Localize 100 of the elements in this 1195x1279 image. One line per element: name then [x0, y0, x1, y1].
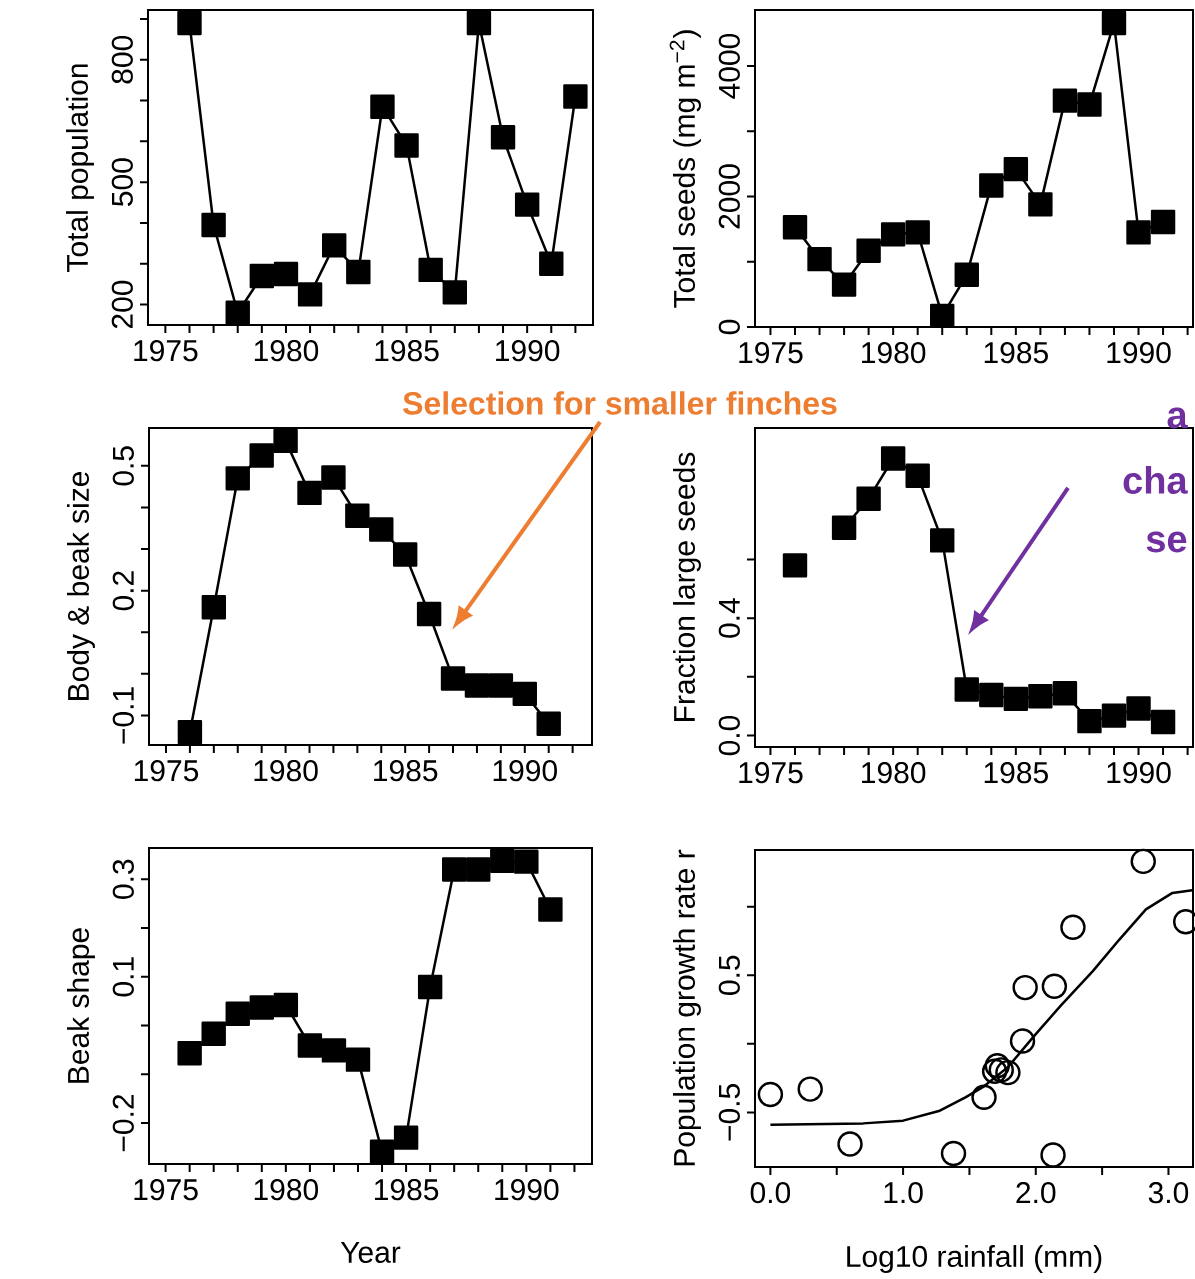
point [536, 711, 561, 736]
y-tick-label: −0.5 [718, 1084, 740, 1141]
x-tick-label: 1.0 [884, 1182, 923, 1204]
y-tick-label: 0.0 [718, 715, 740, 756]
point [1052, 88, 1078, 113]
point [345, 503, 370, 528]
x-tick-label: 1975 [134, 340, 198, 362]
point [273, 992, 299, 1018]
point [321, 1038, 347, 1063]
y-axis-title: Body & beak size [67, 471, 95, 700]
point [1077, 708, 1102, 734]
point [297, 480, 322, 506]
point [880, 446, 906, 471]
y-tick-label: 0 [718, 319, 740, 335]
point [1101, 703, 1127, 728]
point [464, 673, 490, 698]
point [417, 974, 443, 1000]
point [394, 133, 419, 158]
x-tick-label: 1990 [1107, 762, 1171, 784]
x-tick-label: 1980 [254, 340, 319, 362]
x-tick-label: 1990 [1107, 342, 1171, 364]
point [538, 897, 563, 922]
point [837, 1131, 863, 1157]
x-tick-label: 1975 [134, 1179, 198, 1201]
point [979, 682, 1004, 708]
x-tick-label: 2.0 [1016, 1182, 1056, 1204]
y-tick-label: −0.1 [112, 687, 134, 744]
point [392, 542, 418, 567]
point [954, 677, 979, 702]
y-tick-label: −0.2 [112, 1094, 134, 1152]
annotation: cha [1123, 466, 1188, 494]
point [345, 1047, 371, 1072]
point [346, 259, 371, 285]
point [905, 220, 930, 245]
point [466, 10, 492, 36]
point [539, 251, 564, 276]
point [1126, 696, 1151, 721]
point [201, 1021, 226, 1046]
point [177, 10, 202, 36]
point [273, 428, 298, 454]
point [490, 125, 516, 150]
point [370, 94, 395, 119]
point [441, 857, 467, 882]
point [1012, 974, 1038, 1001]
point [490, 848, 515, 873]
point [466, 857, 491, 882]
point [971, 1084, 997, 1111]
point [782, 214, 808, 240]
y-axis-title: Beak shape [67, 928, 95, 1083]
point [1028, 192, 1053, 217]
point [1077, 92, 1102, 117]
point [1003, 156, 1029, 182]
point [880, 222, 906, 247]
point [831, 515, 857, 540]
point [856, 238, 881, 263]
point [1040, 1142, 1066, 1168]
point [514, 192, 540, 217]
x-tick-label: 1990 [496, 340, 560, 362]
text: Selection for smaller finches [403, 391, 837, 415]
x-tick-label: 1985 [374, 760, 438, 782]
point [488, 673, 514, 698]
point [297, 282, 323, 307]
x-tick-label: 1975 [739, 342, 803, 364]
point [1150, 709, 1176, 735]
point [177, 719, 203, 745]
point [225, 1001, 250, 1026]
point [418, 257, 443, 283]
point [321, 465, 346, 490]
point [322, 233, 347, 258]
y-tick-label: 2000 [718, 164, 740, 229]
y-tick-label: 0.5 [112, 446, 134, 486]
point [1028, 684, 1053, 709]
x-tick-label: 1975 [134, 760, 199, 782]
annotation: se [1146, 531, 1187, 553]
point [1041, 973, 1068, 999]
y-tick-label: 0.5 [718, 955, 740, 995]
point [225, 466, 250, 491]
point [831, 272, 857, 297]
y-axis-title: Fraction large seeds [673, 452, 701, 721]
point [249, 263, 275, 289]
point [1101, 10, 1127, 36]
y-tick-label: 0.4 [718, 598, 740, 638]
point [757, 1081, 784, 1108]
point [1126, 220, 1151, 245]
point [797, 1076, 823, 1102]
point [201, 595, 227, 620]
x-tick-label: 1985 [375, 340, 439, 362]
y-tick-label: 0.2 [112, 571, 134, 611]
point [273, 261, 299, 287]
x-tick-label: 1990 [495, 1179, 559, 1201]
x-tick-label: 1985 [984, 342, 1048, 364]
x-tick-label: 1975 [739, 762, 803, 784]
point [393, 1125, 419, 1150]
point [1009, 1028, 1036, 1054]
y-axis-title: Total seeds (mg m$^{−2}$) [669, 30, 701, 308]
point [297, 1033, 323, 1058]
x-tick-label: 1985 [375, 1179, 439, 1201]
x-tick-label: 1980 [862, 762, 926, 784]
point [981, 1058, 1008, 1084]
point [225, 300, 250, 325]
